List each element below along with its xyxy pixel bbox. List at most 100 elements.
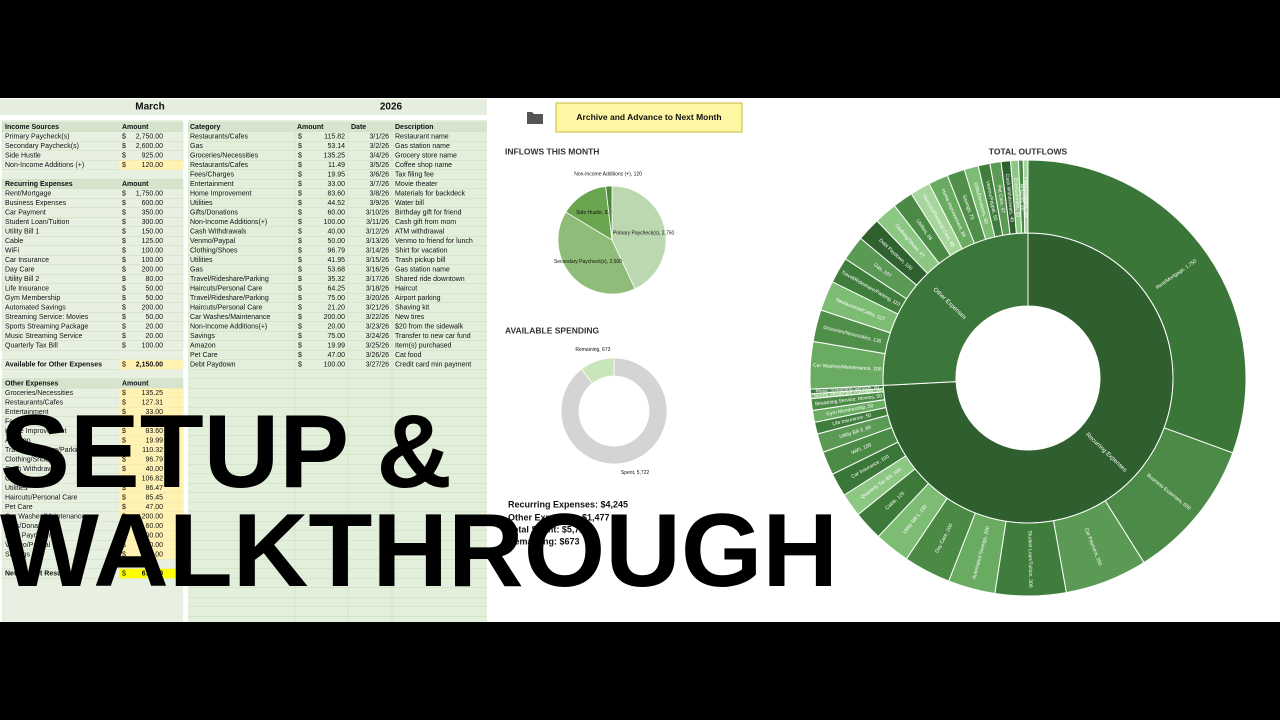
currency: $: [122, 238, 126, 245]
cell: Restaurants/Cafes: [190, 133, 248, 140]
cell: 3/21/26: [366, 304, 389, 311]
cell: 11.49: [328, 162, 345, 169]
cell: Gifts/Donations: [190, 209, 238, 216]
cell: Car Washes/Maintenance: [5, 513, 85, 520]
cell: 3/9/26: [370, 200, 390, 207]
cell: 135.25: [142, 390, 164, 397]
cell: Fees/Charges: [190, 171, 234, 178]
cell: Airport parking: [395, 295, 441, 302]
data-label: Pet Care, 47: [996, 185, 1006, 214]
cell: Automated Savings: [5, 304, 66, 311]
cell: 3/2/26: [370, 143, 390, 150]
data-label: Remaining, 673: [575, 347, 610, 353]
currency: $: [298, 276, 302, 283]
cell: Category: [190, 124, 220, 131]
cell: 60.00: [327, 209, 345, 216]
cell: 19.95: [327, 171, 345, 178]
archive-button[interactable]: [555, 102, 743, 133]
currency: $: [298, 238, 302, 245]
row: [1, 340, 184, 351]
currency: $: [298, 295, 302, 302]
cell: 75.00: [145, 551, 163, 558]
cell: 3/25/26: [366, 342, 389, 349]
cell: 47.00: [327, 352, 345, 359]
cell: 3/7/26: [370, 181, 390, 188]
highlight-cell: [119, 502, 183, 512]
cell: 96.79: [145, 456, 163, 463]
cell: 83.60: [145, 428, 163, 435]
highlight-cell: [119, 483, 183, 493]
currency: $: [298, 257, 302, 264]
currency: $: [298, 171, 302, 178]
data-label: Entertainment, 33: [1012, 177, 1020, 217]
highlight-cell: [119, 445, 183, 455]
cell: 673.00: [142, 570, 164, 577]
cell: Birthday gift for friend: [395, 209, 462, 216]
currency: $: [298, 314, 302, 321]
highlight-cell: [119, 521, 183, 531]
cell: Travel/Rideshare/Parking: [190, 276, 269, 283]
cell: Quarterly Tax Bill: [5, 342, 58, 349]
cell: 41.95: [327, 257, 345, 264]
currency: $: [122, 523, 126, 530]
currency: $: [122, 513, 126, 520]
cell: Venmo/Paypal: [5, 542, 51, 549]
cell: Cable: [5, 238, 23, 245]
currency: $: [122, 247, 126, 254]
cell: 1,750.00: [136, 190, 163, 197]
cell: Materials for backdeck: [395, 190, 466, 197]
cell: Grocery store name: [395, 152, 457, 159]
highlight-cell: [119, 540, 183, 550]
cell: 33.00: [327, 181, 345, 188]
currency: $: [122, 428, 126, 435]
cell: 3/6/26: [370, 171, 390, 178]
summary-line: Total Spent: $5,722: [508, 524, 589, 534]
cell: Savings: [190, 333, 215, 340]
currency: $: [122, 333, 126, 340]
cell: 50.00: [145, 314, 163, 321]
highlight-cell: [119, 464, 183, 474]
cell: 2,750.00: [136, 133, 163, 140]
cell: Groceries/Necessities: [190, 152, 259, 159]
cell: $20 from the sidewalk: [395, 323, 464, 330]
cell: Primary Paycheck(s): [5, 133, 70, 140]
slice: [557, 211, 636, 295]
cell: 96.79: [327, 247, 345, 254]
cell: Car Washes/Maintenance: [190, 314, 270, 321]
data-label: Spent, 5,722: [621, 470, 650, 476]
cell: Restaurants/Cafes: [5, 399, 63, 406]
cell: Gas station name: [395, 266, 450, 273]
cell: Home Improvement: [5, 428, 67, 435]
highlight-cell: [119, 549, 183, 560]
cell: Secondary Paycheck(s): [5, 143, 79, 150]
currency: $: [122, 475, 126, 482]
data-label: Cash Withdrawals, 40: [1004, 173, 1015, 222]
currency: $: [122, 399, 126, 406]
cell: Credit card min payment: [395, 361, 471, 368]
cell: Gas: [190, 143, 203, 150]
cell: Student Loan/Tuition: [5, 219, 69, 226]
cell: WiFi: [5, 247, 19, 254]
cell: 110.32: [142, 447, 163, 454]
currency: $: [122, 409, 126, 416]
cell: Water bill: [395, 200, 424, 207]
highlight-cell: [119, 407, 183, 417]
currency: $: [122, 200, 126, 207]
cell: Utility Bill 2: [5, 276, 39, 283]
currency: $: [122, 494, 126, 501]
cell: 3/22/26: [366, 314, 389, 321]
cell: Haircut: [395, 285, 417, 292]
cell: 50.00: [327, 238, 345, 245]
cell: Cat food: [395, 352, 422, 359]
cell: Amount: [297, 124, 324, 131]
cell: 33.00: [145, 409, 163, 416]
currency: $: [122, 257, 126, 264]
cell: 100.00: [324, 219, 346, 226]
cell: Clothing/Shoes: [5, 456, 53, 463]
currency: $: [122, 285, 126, 292]
highlight-cell: [119, 454, 183, 465]
cell: Gym Membership: [5, 295, 60, 302]
archive-button-label[interactable]: Archive and Advance to Next Month: [576, 112, 721, 122]
folder-icon[interactable]: [527, 112, 543, 124]
cell: Debt Paydown: [5, 532, 51, 539]
